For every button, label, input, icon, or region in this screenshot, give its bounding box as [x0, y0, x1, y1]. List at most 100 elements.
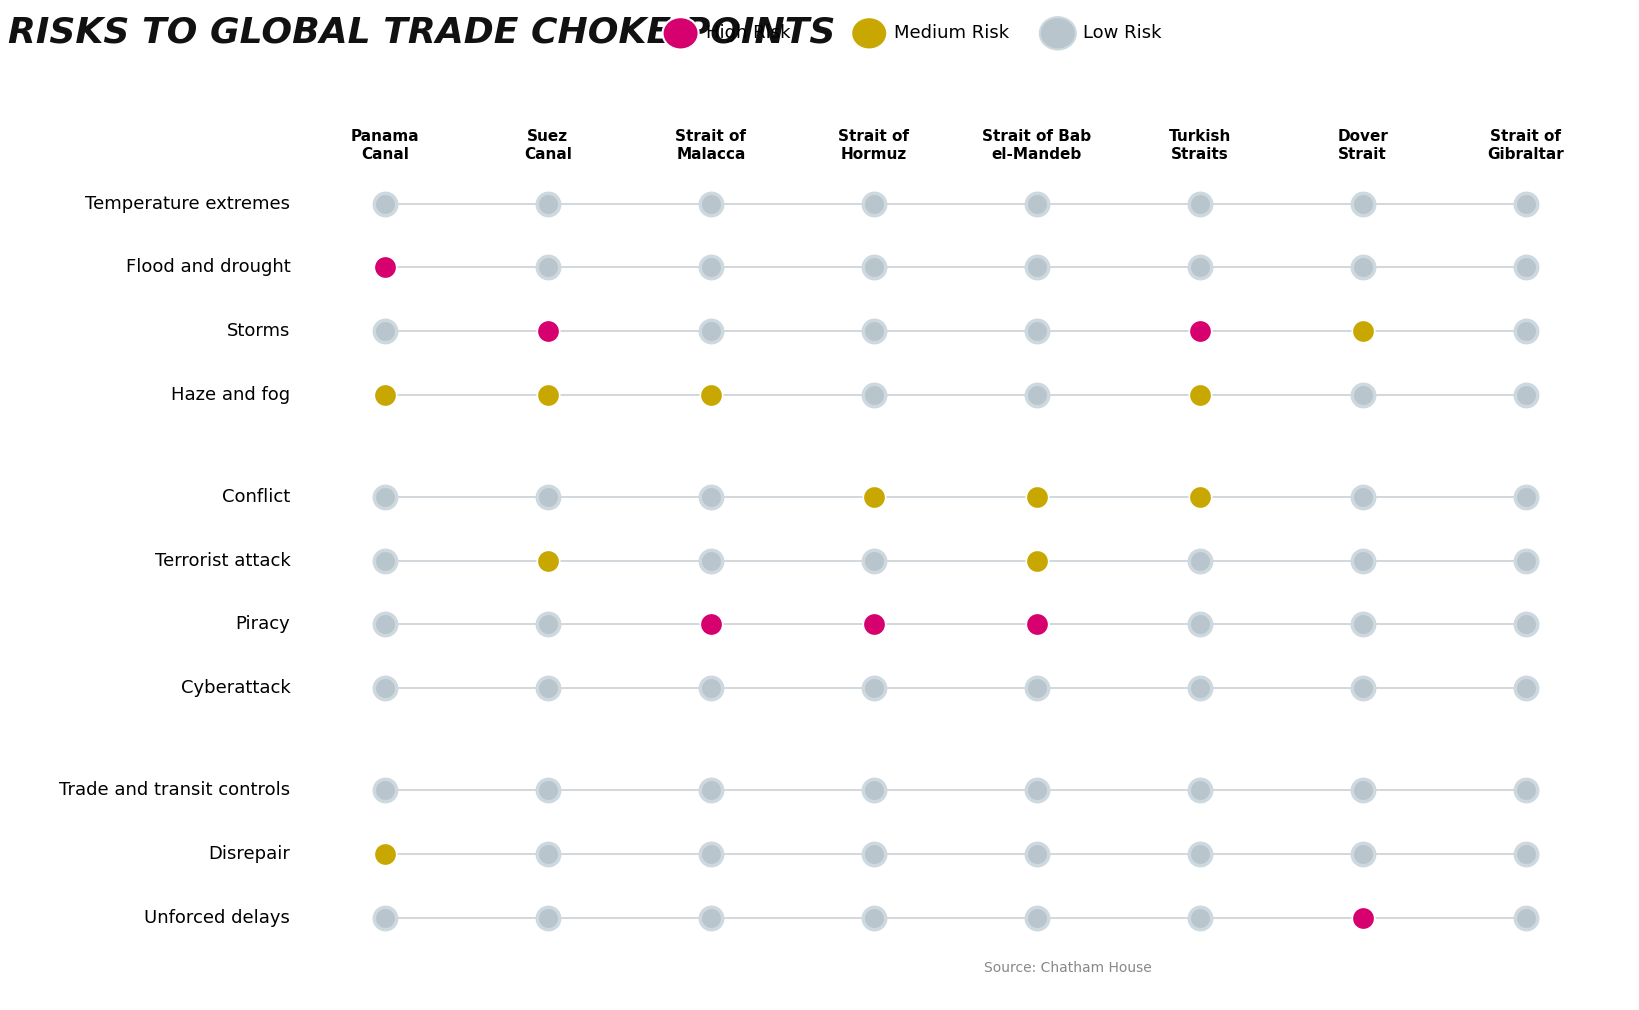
Point [1511, 616, 1537, 632]
Point [1023, 323, 1049, 339]
Point [372, 489, 398, 505]
Text: Piracy: Piracy [236, 615, 290, 633]
Text: Trade and transit controls: Trade and transit controls [59, 781, 290, 799]
Point [860, 782, 887, 798]
Text: Dover
Strait: Dover Strait [1336, 129, 1387, 162]
Text: Source: Chatham House: Source: Chatham House [983, 961, 1151, 975]
Point [860, 552, 887, 569]
Point [697, 909, 723, 925]
Point [860, 616, 887, 632]
Point [1023, 680, 1049, 696]
Text: RISKS TO GLOBAL TRADE CHOKE POINTS: RISKS TO GLOBAL TRADE CHOKE POINTS [8, 15, 834, 49]
Point [534, 616, 561, 632]
Point [1511, 845, 1537, 862]
Point [1023, 196, 1049, 212]
Point [372, 845, 398, 862]
Point [1187, 260, 1213, 276]
Point [372, 782, 398, 798]
Point [534, 552, 561, 569]
Point [1187, 323, 1213, 339]
Point [860, 260, 887, 276]
Point [1511, 680, 1537, 696]
Point [1023, 782, 1049, 798]
Text: Panama
Canal: Panama Canal [351, 129, 420, 162]
Text: Haze and fog: Haze and fog [170, 386, 290, 404]
Point [1349, 909, 1375, 925]
Point [372, 552, 398, 569]
Point [697, 387, 723, 403]
Text: Low Risk: Low Risk [1082, 24, 1160, 42]
Text: Suez
Canal: Suez Canal [523, 129, 572, 162]
Text: Conflict: Conflict [221, 488, 290, 506]
Point [372, 323, 398, 339]
Point [1187, 616, 1213, 632]
Point [1187, 489, 1213, 505]
Point [1349, 845, 1375, 862]
Point [860, 323, 887, 339]
Point [1511, 909, 1537, 925]
Point [860, 489, 887, 505]
Point [860, 387, 887, 403]
Point [372, 909, 398, 925]
Point [1187, 387, 1213, 403]
Point [697, 552, 723, 569]
Point [1349, 616, 1375, 632]
Point [1023, 845, 1049, 862]
Point [534, 387, 561, 403]
Point [1349, 323, 1375, 339]
Point [372, 387, 398, 403]
Point [1023, 387, 1049, 403]
Text: Unforced delays: Unforced delays [144, 909, 290, 926]
Text: Strait of Bab
el-Mandeb: Strait of Bab el-Mandeb [982, 129, 1090, 162]
Text: High Risk: High Risk [705, 24, 790, 42]
Text: Strait of
Gibraltar: Strait of Gibraltar [1487, 129, 1564, 162]
Point [372, 196, 398, 212]
Point [1023, 909, 1049, 925]
Point [1511, 260, 1537, 276]
Point [1511, 323, 1537, 339]
Text: Medium Risk: Medium Risk [893, 24, 1010, 42]
Point [1349, 489, 1375, 505]
Point [697, 782, 723, 798]
Point [860, 680, 887, 696]
Point [697, 489, 723, 505]
Text: Turkish
Straits: Turkish Straits [1169, 129, 1231, 162]
Point [372, 616, 398, 632]
Point [1023, 616, 1049, 632]
Point [1187, 909, 1213, 925]
Text: Storms: Storms [226, 322, 290, 340]
Point [1349, 552, 1375, 569]
Point [1511, 489, 1537, 505]
Point [860, 196, 887, 212]
Point [860, 845, 887, 862]
Point [1187, 196, 1213, 212]
Text: Terrorist attack: Terrorist attack [154, 551, 290, 570]
Point [534, 489, 561, 505]
Point [1511, 552, 1537, 569]
Point [1511, 782, 1537, 798]
Text: Flood and drought: Flood and drought [126, 259, 290, 277]
Point [1023, 260, 1049, 276]
Point [697, 323, 723, 339]
Text: Disrepair: Disrepair [208, 844, 290, 863]
Point [1511, 196, 1537, 212]
Point [1023, 552, 1049, 569]
Point [1349, 260, 1375, 276]
Point [534, 845, 561, 862]
Point [534, 680, 561, 696]
Point [1349, 680, 1375, 696]
Point [372, 680, 398, 696]
Point [1023, 489, 1049, 505]
Point [1187, 552, 1213, 569]
Text: Strait of
Malacca: Strait of Malacca [675, 129, 746, 162]
Point [1187, 782, 1213, 798]
Point [372, 260, 398, 276]
Point [697, 680, 723, 696]
Point [697, 845, 723, 862]
Point [1349, 387, 1375, 403]
Point [534, 260, 561, 276]
Point [1349, 782, 1375, 798]
Text: Temperature extremes: Temperature extremes [85, 195, 290, 212]
Point [534, 323, 561, 339]
Point [697, 616, 723, 632]
